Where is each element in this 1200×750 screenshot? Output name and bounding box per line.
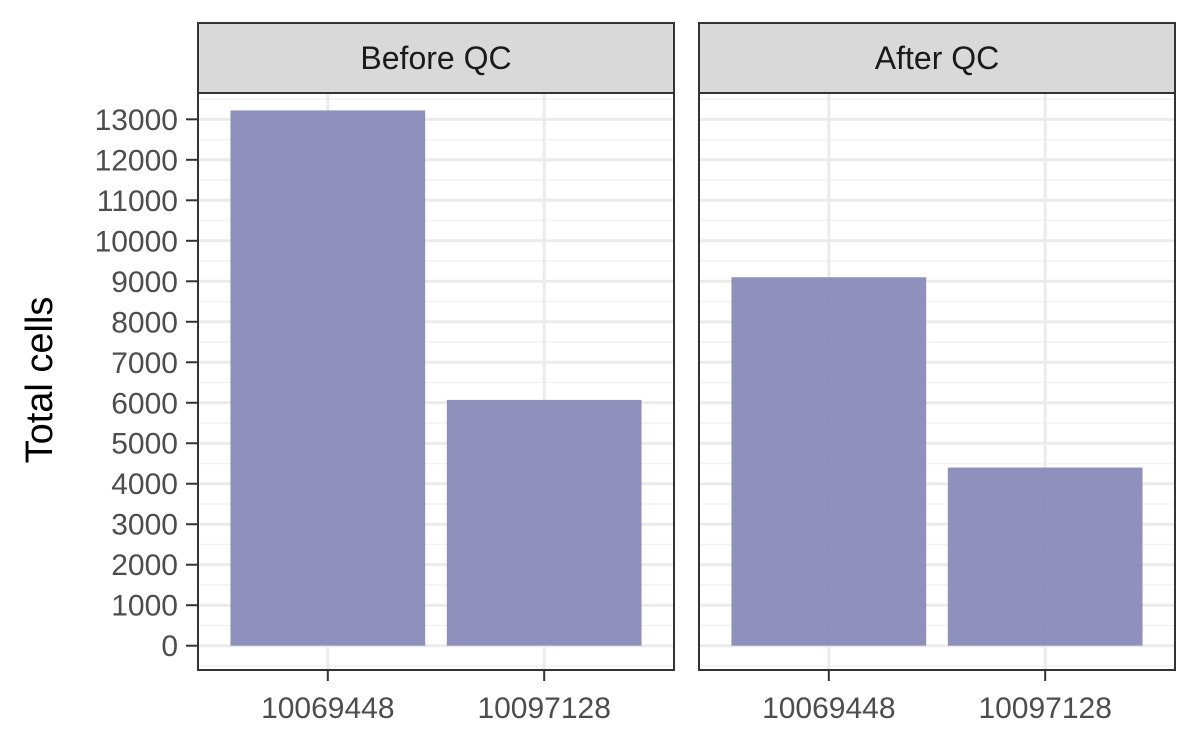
y-tick-label: 4000 [111, 468, 178, 501]
facet-strip [698, 22, 1176, 94]
y-axis-title: Total cells [19, 297, 61, 464]
y-tick-label: 11000 [97, 185, 178, 218]
x-tick-label: 10069448 [261, 692, 394, 725]
y-axis: 0 1000 2000 3000 4000 5000 6000 7000 8000 9000 100… [95, 104, 198, 663]
y-tick-label: 13000 [95, 104, 178, 137]
facet-panel: Before QC 10069448 10097128 [197, 22, 675, 725]
facet-strip-label: Before QC [360, 40, 511, 76]
y-tick-label: 12000 [95, 144, 178, 177]
bar-10097128 [947, 467, 1143, 646]
y-tick-label: 1000 [111, 590, 178, 623]
y-tick-label: 7000 [111, 347, 178, 380]
x-tick-label: 10097128 [978, 692, 1111, 725]
y-tick-label: 8000 [111, 306, 178, 339]
facet-panels: Before QC 10069448 10097128 After QC 1006944… [197, 22, 1176, 725]
x-tick-label: 10097128 [477, 692, 610, 725]
y-tick-label: 0 [161, 630, 178, 663]
x-tick-label: 10069448 [762, 692, 895, 725]
y-tick-label: 10000 [95, 225, 178, 258]
y-tick-label: 3000 [111, 509, 178, 542]
facet-panel: After QC 10069448 10097128 [698, 22, 1176, 725]
facet-strip-label: After QC [875, 40, 999, 76]
y-tick-label: 6000 [111, 387, 178, 420]
y-tick-label: 5000 [111, 428, 178, 461]
bar-10097128 [446, 399, 642, 646]
bar-10069448 [731, 277, 927, 646]
y-tick-label: 9000 [111, 266, 178, 299]
y-tick-label: 2000 [111, 549, 178, 582]
bar-10069448 [230, 110, 426, 646]
facet-strip [197, 22, 675, 94]
